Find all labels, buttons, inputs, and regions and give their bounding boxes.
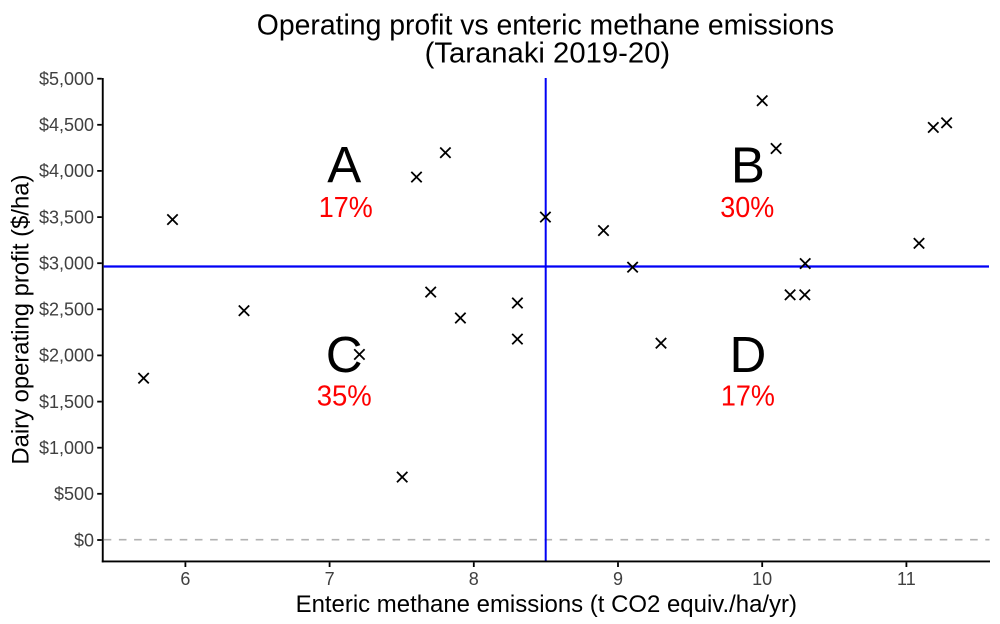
svg-text:10: 10 [752,569,772,589]
svg-text:C: C [326,326,363,383]
svg-text:A: A [327,137,361,194]
svg-text:(Taranaki 2019-20): (Taranaki 2019-20) [425,37,670,69]
svg-text:35%: 35% [317,381,372,413]
svg-text:$3,000: $3,000 [39,254,94,274]
svg-text:D: D [729,326,766,383]
svg-text:17%: 17% [721,381,775,413]
svg-text:8: 8 [469,569,479,589]
svg-text:$0: $0 [74,530,94,550]
svg-text:30%: 30% [720,192,774,224]
svg-text:11: 11 [897,569,916,589]
svg-text:$3,500: $3,500 [39,207,94,227]
svg-text:$2,500: $2,500 [39,300,94,320]
svg-text:17%: 17% [319,192,373,224]
svg-text:$1,500: $1,500 [39,392,94,412]
svg-text:$5,000: $5,000 [39,69,94,89]
svg-text:$1,000: $1,000 [39,438,94,458]
svg-text:$2,000: $2,000 [39,346,94,366]
svg-text:9: 9 [613,569,623,589]
svg-text:$500: $500 [54,484,94,504]
svg-text:Enteric methane emissions (t C: Enteric methane emissions (t CO2 equiv./… [296,591,797,618]
svg-text:$4,000: $4,000 [39,161,94,181]
svg-text:B: B [731,137,765,194]
svg-text:Dairy operating profit ($/ha): Dairy operating profit ($/ha) [7,175,34,465]
svg-text:Operating profit vs enteric me: Operating profit vs enteric methane emis… [257,9,834,41]
svg-text:7: 7 [325,569,335,589]
svg-text:$4,500: $4,500 [39,115,94,135]
svg-text:6: 6 [180,569,190,589]
